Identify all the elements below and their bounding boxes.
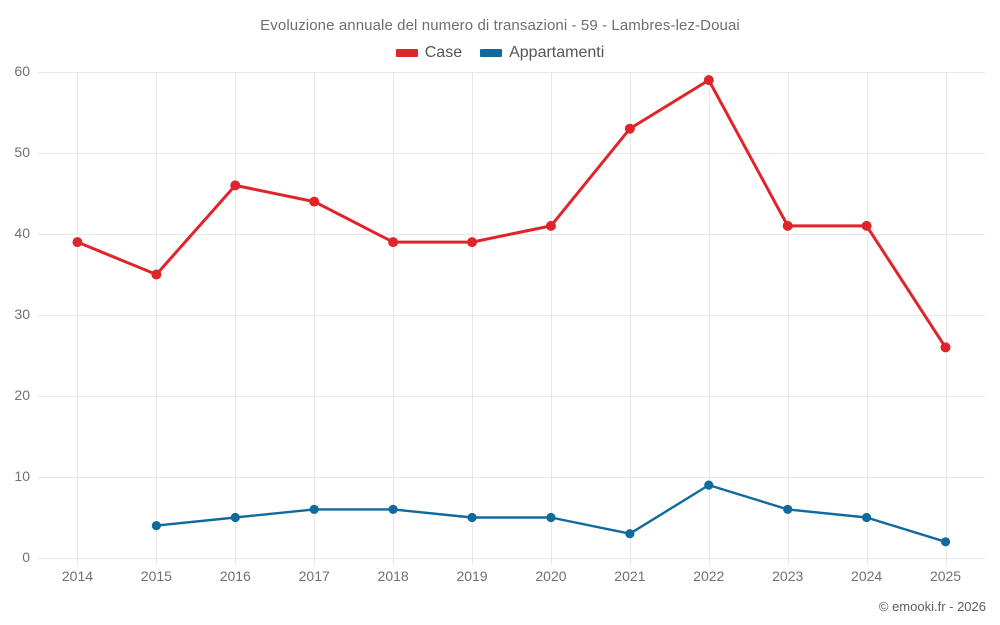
chart-legend: Case Appartamenti bbox=[0, 44, 1000, 62]
y-axis-tick-label: 0 bbox=[22, 549, 30, 565]
series-line-case bbox=[75, 78, 948, 349]
data-point-appartamenti[interactable] bbox=[783, 504, 793, 514]
y-axis-tick-label: 60 bbox=[14, 63, 30, 79]
data-point-appartamenti[interactable] bbox=[546, 512, 556, 523]
x-axis-tick-label: 2018 bbox=[377, 568, 409, 584]
data-point-case[interactable] bbox=[940, 342, 951, 353]
x-axis-tick-label: 2025 bbox=[929, 568, 962, 584]
copyright-credit: © emooki.fr - 2026 bbox=[878, 599, 986, 614]
x-axis-tick-label: 2022 bbox=[693, 568, 725, 584]
data-point-case[interactable] bbox=[151, 269, 162, 280]
y-axis-tick-label: 10 bbox=[14, 468, 30, 484]
data-point-case[interactable] bbox=[467, 237, 478, 248]
y-axis-tick-label: 40 bbox=[14, 225, 30, 241]
y-axis-tick-label: 20 bbox=[14, 387, 30, 403]
data-point-case[interactable] bbox=[72, 237, 83, 248]
x-axis-tick-label: 2019 bbox=[456, 568, 488, 584]
line-swatch-icon bbox=[395, 49, 418, 57]
data-point-appartamenti[interactable] bbox=[467, 512, 477, 523]
data-point-appartamenti[interactable] bbox=[309, 504, 319, 514]
data-point-appartamenti[interactable] bbox=[230, 512, 240, 523]
data-point-case[interactable] bbox=[545, 220, 556, 231]
y-axis-tick-label: 30 bbox=[14, 306, 30, 322]
x-axis-tick-label: 2024 bbox=[851, 568, 883, 584]
data-point-appartamenti[interactable] bbox=[625, 529, 635, 539]
data-point-case[interactable] bbox=[309, 196, 320, 207]
data-point-case[interactable] bbox=[624, 123, 635, 134]
data-point-appartamenti[interactable] bbox=[388, 504, 398, 514]
data-point-case[interactable] bbox=[861, 220, 872, 231]
x-axis-tick-label: 2023 bbox=[772, 568, 804, 584]
data-point-case[interactable] bbox=[782, 220, 793, 231]
x-axis-tick-label: 2020 bbox=[535, 568, 567, 584]
data-point-case[interactable] bbox=[388, 237, 399, 248]
data-point-appartamenti[interactable] bbox=[862, 512, 872, 523]
data-point-appartamenti[interactable] bbox=[151, 521, 161, 531]
data-point-case[interactable] bbox=[703, 75, 714, 86]
y-axis-tick-label: 50 bbox=[14, 144, 30, 160]
data-point-appartamenti[interactable] bbox=[940, 537, 951, 547]
legend-item-case[interactable]: Case bbox=[395, 44, 463, 62]
chart-title: Evoluzione annuale del numero di transaz… bbox=[260, 17, 740, 34]
legend-label-appartamenti: Appartamenti bbox=[509, 44, 605, 61]
x-axis-tick-label: 2021 bbox=[614, 568, 646, 584]
data-point-case[interactable] bbox=[230, 180, 241, 191]
line-swatch-icon bbox=[480, 49, 503, 57]
x-axis-tick-label: 2014 bbox=[61, 568, 94, 584]
x-axis-tick-label: 2017 bbox=[298, 568, 330, 584]
x-axis-tick-label: 2015 bbox=[140, 568, 172, 584]
x-axis-tick-label: 2016 bbox=[219, 568, 251, 584]
legend-label-case: Case bbox=[424, 44, 463, 61]
data-point-appartamenti[interactable] bbox=[704, 480, 714, 490]
legend-item-appartamenti[interactable]: Appartamenti bbox=[480, 44, 604, 62]
